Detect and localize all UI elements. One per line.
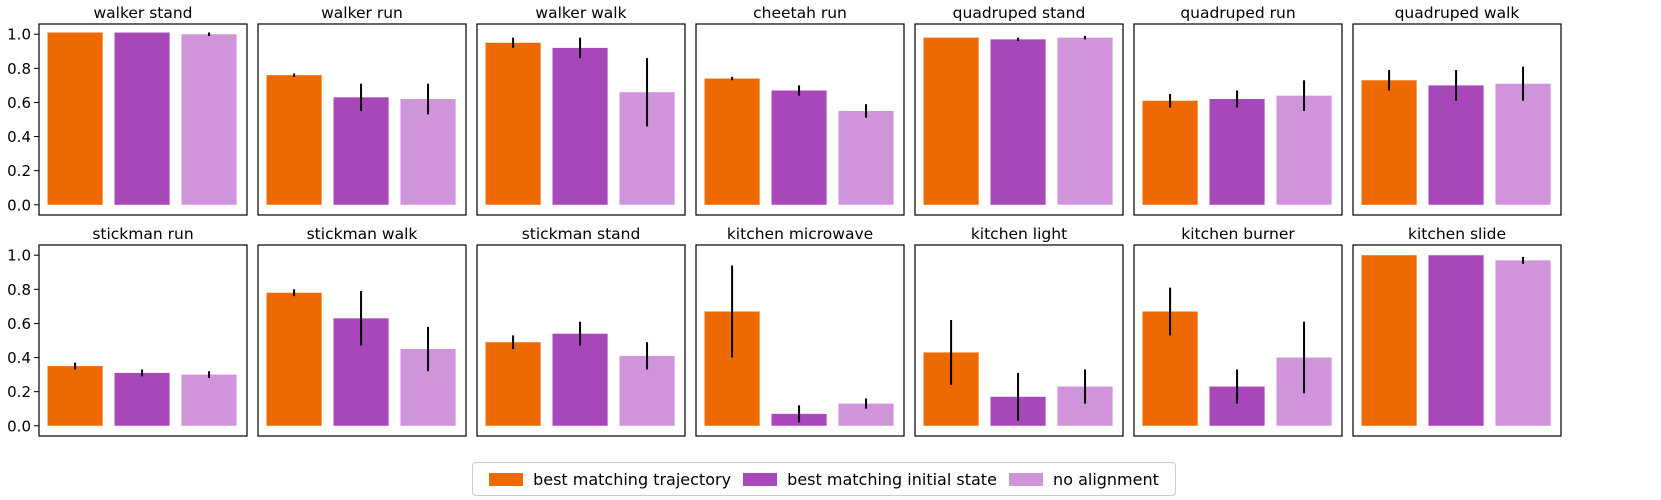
- subplot-title-kitchen-light: kitchen light: [971, 225, 1067, 243]
- legend-item-best-initial-state: best matching initial state: [743, 470, 997, 489]
- subplot-title-walker-stand: walker stand: [93, 4, 192, 22]
- bar-stickman-walk-best-trajectory: [266, 292, 322, 426]
- subplot-title-cheetah-run: cheetah run: [753, 4, 847, 22]
- subplot-kitchen-burner: kitchen burner: [1133, 225, 1343, 437]
- y-tick-label-walker-stand-3: 0.6: [7, 94, 31, 112]
- axes-frame-kitchen-microwave: [695, 244, 905, 437]
- subplot-title-walker-run: walker run: [321, 4, 403, 22]
- legend-swatch-best-trajectory: [489, 472, 524, 486]
- bar-quadruped-stand-best-initial-state: [990, 39, 1046, 205]
- subplot-walker-run: walker run: [257, 4, 467, 216]
- bar-cheetah-run-best-initial-state: [771, 90, 827, 205]
- bar-kitchen-microwave-no-alignment: [838, 403, 894, 426]
- subplot-title-kitchen-slide: kitchen slide: [1408, 225, 1506, 243]
- y-tick-label-walker-stand-4: 0.8: [7, 60, 31, 78]
- bar-cheetah-run-best-trajectory: [704, 78, 760, 205]
- subplot-stickman-walk: stickman walk: [257, 225, 467, 437]
- bar-walker-run-best-initial-state: [333, 97, 389, 205]
- subplot-walker-walk: walker walk: [476, 4, 686, 216]
- y-tick-label-stickman-run-0: 0.0: [7, 417, 31, 435]
- legend-swatch-best-initial-state: [743, 472, 778, 486]
- y-tick-label-walker-stand-1: 0.2: [7, 162, 31, 180]
- subplot-title-kitchen-burner: kitchen burner: [1181, 225, 1295, 243]
- bar-walker-stand-best-initial-state: [114, 32, 170, 205]
- subplot-title-walker-walk: walker walk: [535, 4, 626, 22]
- axes-frame-walker-stand: [38, 23, 248, 216]
- subplot-quadruped-walk: quadruped walk: [1352, 4, 1562, 216]
- y-tick-label-stickman-run-4: 0.8: [7, 281, 31, 299]
- bar-stickman-run-best-initial-state: [114, 372, 170, 426]
- legend-swatch-no-alignment: [1009, 472, 1044, 486]
- bar-quadruped-stand-best-trajectory: [923, 37, 979, 205]
- y-tick-label-stickman-run-3: 0.6: [7, 315, 31, 333]
- bar-quadruped-run-best-initial-state: [1209, 99, 1265, 205]
- bar-stickman-run-best-trajectory: [47, 366, 103, 426]
- legend-item-no-alignment: no alignment: [1009, 470, 1159, 489]
- axes-frame-kitchen-light: [914, 244, 1124, 437]
- y-tick-label-stickman-run-2: 0.4: [7, 349, 31, 367]
- y-tick-label-stickman-run-1: 0.2: [7, 383, 31, 401]
- subplot-kitchen-light: kitchen light: [914, 225, 1124, 437]
- subplot-kitchen-slide: kitchen slide: [1352, 225, 1562, 437]
- legend-label-best-initial-state: best matching initial state: [787, 469, 997, 489]
- axes-frame-kitchen-slide: [1352, 244, 1562, 437]
- bar-walker-walk-best-trajectory: [485, 42, 541, 205]
- subplot-quadruped-stand: quadruped stand: [914, 4, 1124, 216]
- subplot-cheetah-run: cheetah run: [695, 4, 905, 216]
- bar-walker-run-no-alignment: [400, 99, 456, 205]
- legend: best matching trajectory best matching i…: [472, 462, 1176, 496]
- subplot-title-quadruped-stand: quadruped stand: [953, 4, 1086, 22]
- bar-stickman-stand-best-trajectory: [485, 342, 541, 426]
- axes-frame-walker-walk: [476, 23, 686, 216]
- bar-stickman-stand-best-initial-state: [552, 333, 608, 426]
- subplot-stickman-run: stickman run 0.0 0.2 0.4 0.6 0.8 1.0: [7, 225, 248, 437]
- y-tick-label-stickman-run-5: 1.0: [7, 247, 31, 265]
- bar-stickman-run-no-alignment: [181, 374, 237, 426]
- y-tick-label-walker-stand-2: 0.4: [7, 128, 31, 146]
- bar-kitchen-slide-no-alignment: [1495, 260, 1551, 426]
- bar-walker-stand-no-alignment: [181, 34, 237, 205]
- subplot-kitchen-microwave: kitchen microwave: [695, 225, 905, 437]
- subplot-title-quadruped-walk: quadruped walk: [1395, 4, 1520, 22]
- axes-frame-cheetah-run: [695, 23, 905, 216]
- bar-kitchen-slide-best-initial-state: [1428, 255, 1484, 426]
- y-tick-label-walker-stand-0: 0.0: [7, 196, 31, 214]
- bar-quadruped-walk-no-alignment: [1495, 83, 1551, 205]
- axes-frame-stickman-run: [38, 244, 248, 437]
- subplot-title-stickman-stand: stickman stand: [522, 225, 641, 243]
- axes-frame-quadruped-run: [1133, 23, 1343, 216]
- subplot-walker-stand: walker stand 0.0 0.2 0.4 0.6 0.8 1.0: [7, 4, 248, 216]
- subplot-title-kitchen-microwave: kitchen microwave: [727, 225, 873, 243]
- axes-frame-walker-run: [257, 23, 467, 216]
- axes-frame-quadruped-walk: [1352, 23, 1562, 216]
- bar-quadruped-run-no-alignment: [1276, 95, 1332, 205]
- legend-label-no-alignment: no alignment: [1053, 469, 1159, 489]
- y-tick-label-walker-stand-5: 1.0: [7, 26, 31, 44]
- bar-walker-stand-best-trajectory: [47, 32, 103, 205]
- bar-cheetah-run-no-alignment: [838, 110, 894, 205]
- axes-frame-kitchen-burner: [1133, 244, 1343, 437]
- axes-frame-stickman-walk: [257, 244, 467, 437]
- legend-label-best-trajectory: best matching trajectory: [533, 469, 732, 489]
- bar-walker-walk-best-initial-state: [552, 47, 608, 205]
- subplot-title-quadruped-run: quadruped run: [1180, 4, 1295, 22]
- bar-quadruped-walk-best-trajectory: [1361, 80, 1417, 205]
- subplot-title-stickman-run: stickman run: [92, 225, 193, 243]
- bar-quadruped-run-best-trajectory: [1142, 100, 1198, 205]
- bar-kitchen-slide-best-trajectory: [1361, 255, 1417, 426]
- bar-quadruped-stand-no-alignment: [1057, 37, 1113, 205]
- subplot-stickman-stand: stickman stand: [476, 225, 686, 437]
- legend-item-best-trajectory: best matching trajectory: [489, 470, 731, 489]
- subplot-title-stickman-walk: stickman walk: [307, 225, 418, 243]
- bar-walker-run-best-trajectory: [266, 75, 322, 205]
- axes-frame-stickman-stand: [476, 244, 686, 437]
- subplot-quadruped-run: quadruped run: [1133, 4, 1343, 216]
- bar-quadruped-walk-best-initial-state: [1428, 85, 1484, 205]
- axes-frame-quadruped-stand: [914, 23, 1124, 216]
